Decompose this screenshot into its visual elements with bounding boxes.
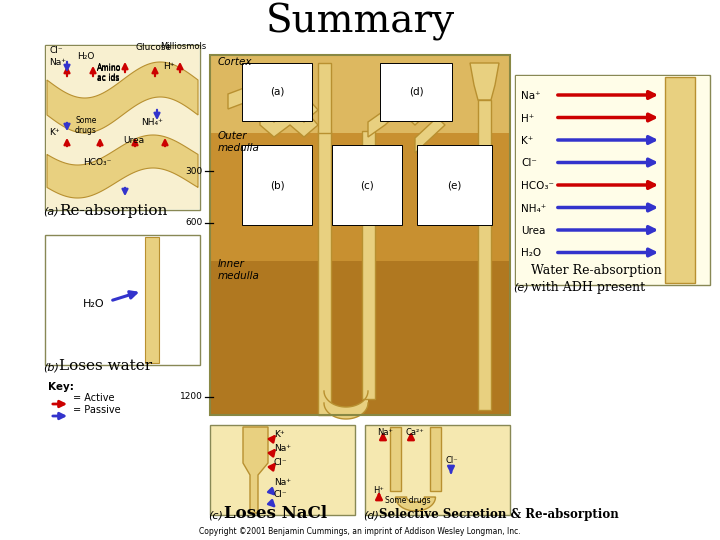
Bar — [665, 77, 695, 283]
Text: Na⁺: Na⁺ — [377, 428, 393, 437]
Text: H⁺: H⁺ — [163, 62, 174, 71]
Text: Cortex: Cortex — [218, 57, 253, 67]
Text: Loses NaCl: Loses NaCl — [224, 505, 327, 522]
Text: K⁺: K⁺ — [521, 136, 534, 146]
Text: Cl⁻: Cl⁻ — [521, 159, 537, 168]
Bar — [45, 45, 200, 210]
Bar — [210, 425, 355, 515]
Text: = Active: = Active — [73, 393, 114, 403]
Text: Key:: Key: — [48, 382, 74, 392]
Text: Na⁺: Na⁺ — [274, 444, 291, 453]
Text: H₂O: H₂O — [521, 248, 541, 259]
Bar — [516, 76, 709, 284]
Text: Cl⁻: Cl⁻ — [274, 458, 287, 467]
Polygon shape — [47, 62, 198, 133]
Text: K⁺: K⁺ — [274, 430, 284, 439]
Bar — [210, 261, 510, 415]
Bar — [365, 425, 510, 515]
Bar — [145, 237, 159, 363]
Text: H₂O: H₂O — [77, 52, 94, 61]
Bar — [430, 427, 441, 491]
Text: H⁺: H⁺ — [521, 113, 534, 124]
Text: H₂O: H₂O — [83, 299, 104, 309]
Bar — [380, 63, 452, 121]
Bar — [210, 55, 510, 415]
Polygon shape — [368, 96, 445, 153]
Text: Cl⁻: Cl⁻ — [274, 490, 287, 499]
Text: H⁺: H⁺ — [373, 486, 384, 495]
Text: 600: 600 — [186, 218, 203, 227]
Text: Loses water: Loses water — [59, 359, 152, 373]
Text: HCO₃⁻: HCO₃⁻ — [83, 158, 112, 167]
Text: (e): (e) — [513, 283, 528, 293]
Text: (e): (e) — [447, 180, 462, 190]
Text: Urea: Urea — [123, 136, 144, 145]
Bar — [318, 63, 331, 133]
Bar — [478, 100, 491, 410]
Text: Na⁺: Na⁺ — [49, 58, 66, 67]
Polygon shape — [470, 63, 499, 100]
Text: Re-absorption: Re-absorption — [59, 204, 167, 218]
Text: K⁺: K⁺ — [49, 128, 60, 137]
Text: Water Re-absorption
with ADH present: Water Re-absorption with ADH present — [531, 264, 662, 294]
Text: NH₄⁺: NH₄⁺ — [521, 204, 546, 213]
Text: HCO₃⁻: HCO₃⁻ — [521, 181, 554, 191]
Text: Selective Secretion & Re-absorption: Selective Secretion & Re-absorption — [379, 508, 618, 521]
Polygon shape — [47, 135, 198, 198]
Bar — [45, 235, 200, 365]
Text: Amino
ac ids: Amino ac ids — [97, 63, 122, 82]
Bar — [210, 133, 510, 261]
Text: 1200: 1200 — [180, 392, 203, 401]
Text: (a): (a) — [270, 87, 284, 97]
Bar — [390, 427, 401, 491]
Text: Na⁺: Na⁺ — [274, 478, 291, 487]
Polygon shape — [395, 497, 436, 511]
Text: Inner
medulla: Inner medulla — [218, 259, 260, 281]
Text: Cl⁻: Cl⁻ — [445, 456, 458, 465]
Bar — [242, 145, 312, 225]
Text: = Passive: = Passive — [73, 405, 121, 415]
Polygon shape — [243, 427, 268, 513]
Text: (d): (d) — [409, 87, 423, 97]
Bar — [210, 55, 510, 133]
Text: (c): (c) — [208, 510, 223, 520]
Text: Na⁺: Na⁺ — [521, 91, 541, 101]
Polygon shape — [228, 82, 318, 137]
Text: Urea: Urea — [521, 226, 545, 236]
Text: Copyright ©2001 Benjamin Cummings, an imprint of Addison Wesley Longman, Inc.: Copyright ©2001 Benjamin Cummings, an im… — [199, 527, 521, 536]
Bar — [46, 46, 199, 209]
Text: (a): (a) — [43, 207, 58, 217]
Text: Milliosmols: Milliosmols — [160, 42, 206, 51]
Text: Summary: Summary — [266, 3, 454, 41]
Text: Some
drugs: Some drugs — [75, 116, 97, 135]
Text: (b): (b) — [43, 362, 59, 372]
Text: NH₄⁺: NH₄⁺ — [141, 118, 163, 127]
Text: Cl⁻: Cl⁻ — [49, 46, 63, 55]
Text: (b): (b) — [270, 180, 284, 190]
Text: Amino
ac ids: Amino ac ids — [97, 64, 122, 83]
Bar — [318, 131, 331, 415]
Bar — [362, 131, 375, 399]
Bar — [332, 145, 402, 225]
Bar — [417, 145, 492, 225]
Text: (d): (d) — [363, 510, 379, 520]
Text: Some drugs: Some drugs — [385, 496, 431, 505]
Text: (c): (c) — [360, 180, 374, 190]
Text: Amino
ac ids: Amino ac ids — [97, 64, 122, 83]
Text: Glucose: Glucose — [135, 43, 171, 52]
Bar — [242, 63, 312, 121]
Text: Outer
medulla: Outer medulla — [218, 131, 260, 153]
Text: 300: 300 — [186, 167, 203, 176]
Bar — [515, 75, 710, 285]
Text: Ca²⁺: Ca²⁺ — [405, 428, 424, 437]
